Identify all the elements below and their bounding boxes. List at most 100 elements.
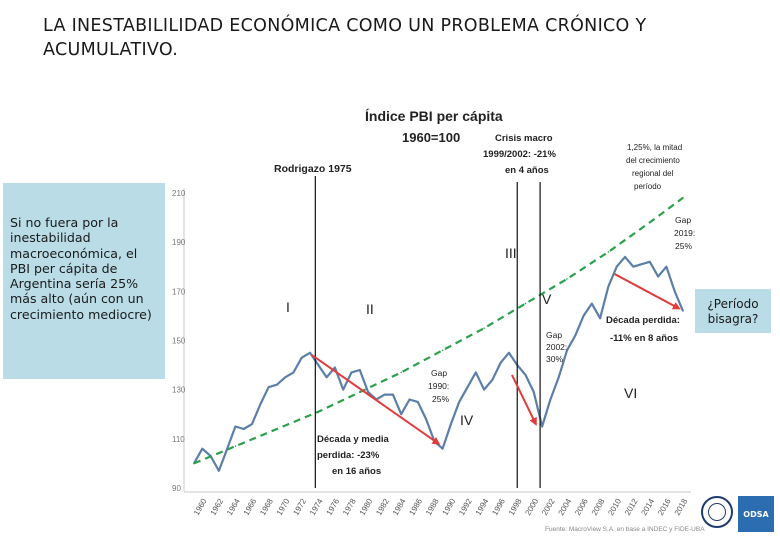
y-tick-label: 190 [172, 238, 186, 247]
odsa-logo: ODSA [738, 496, 774, 532]
x-tick-label: 2012 [623, 497, 640, 517]
gdp-point [665, 265, 668, 268]
gdp-point [425, 418, 427, 420]
gdp-point [292, 371, 295, 374]
trend-point [400, 371, 403, 374]
x-tick-label: 1994 [474, 497, 491, 517]
period-iii-label: III [505, 245, 517, 261]
x-tick-label: 1996 [490, 497, 507, 517]
x-tick-label: 2004 [557, 497, 574, 517]
university-seal-logo [701, 496, 733, 528]
gdp-point [549, 398, 552, 401]
gdp-point [599, 317, 601, 320]
gdp-point [632, 265, 635, 268]
period-ii-label: II [366, 301, 374, 317]
x-tick-label: 1986 [407, 497, 424, 517]
gdp-point [624, 256, 626, 258]
gdp-point [416, 401, 419, 403]
gdp-point [400, 413, 403, 416]
x-tick-label: 1988 [424, 497, 441, 517]
x-tick-label: 1964 [225, 497, 242, 517]
gdp-point [673, 290, 676, 293]
rodrigazo-label: Rodrigazo 1975 [274, 163, 352, 175]
gap-1990-label: 1990: [428, 381, 449, 391]
gdp-point [334, 366, 336, 369]
x-tick-label: 1998 [507, 497, 524, 517]
gdp-point [242, 428, 245, 430]
gdp-point [234, 425, 237, 428]
gdp-point [657, 275, 659, 278]
gdp-point [300, 356, 303, 359]
x-tick-label: 1974 [308, 497, 325, 517]
gdp-point [458, 401, 461, 403]
regional-growth-note: 1,25%, la mitad [627, 143, 682, 152]
trend-point [649, 221, 651, 224]
lost-decade-1-label: perdida: -23% [317, 450, 380, 461]
hinge-period-box: ¿Período bisagra? [695, 289, 771, 333]
regional-growth-note: período [634, 182, 662, 191]
period-vi-label: VI [624, 385, 637, 401]
gdp-point [508, 351, 510, 354]
gdp-point [607, 285, 610, 288]
decline-arrow-2011-2019 [614, 273, 681, 310]
lost-decade-2-label: Década perdida: [606, 315, 680, 326]
gdp-point [615, 265, 618, 268]
lost-decade-1-label: Década y media [317, 434, 390, 445]
crisis-label: 1999/2002: -21% [483, 149, 556, 160]
period-iv-label: IV [460, 412, 474, 428]
gdp-point [491, 379, 494, 381]
y-tick-label: 90 [172, 484, 181, 493]
regional-growth-note: regional del [632, 169, 674, 178]
gap-2002-label: Gap [546, 330, 562, 340]
decline-arrow-1974-1990 [311, 354, 441, 445]
x-tick-label: 1968 [258, 497, 275, 517]
gdp-point [325, 376, 328, 379]
gdp-point [466, 386, 469, 388]
trend-point [441, 349, 444, 352]
regional-growth-note: del crecimiento [626, 156, 680, 165]
trend-point [358, 391, 361, 393]
x-tick-label: 2010 [606, 497, 623, 517]
gdp-point [582, 315, 585, 317]
gdp-point [591, 302, 593, 305]
x-tick-label: 2006 [573, 497, 590, 517]
trend-point [524, 302, 527, 305]
sidebar-note-text: Si no fuera por la inestabilidad macroec… [10, 215, 152, 322]
trend-point [607, 251, 610, 253]
x-tick-label: 1990 [441, 497, 458, 517]
gdp-point [284, 376, 286, 379]
x-tick-label: 2014 [639, 497, 656, 517]
gdp-point [524, 374, 527, 376]
x-tick-label: 1972 [291, 497, 308, 517]
y-tick-label: 170 [172, 287, 186, 296]
x-tick-label: 1980 [358, 497, 375, 517]
gdp-point [276, 383, 278, 386]
gdp-point [640, 263, 643, 266]
gdp-point [367, 391, 369, 393]
crisis-label: Crisis macro [495, 133, 553, 144]
gdp-point [533, 391, 535, 393]
gdp-point [309, 351, 311, 354]
gdp-point [408, 398, 411, 401]
decline-arrow-1999-2002 [511, 374, 537, 426]
gdp-point [682, 310, 684, 312]
gdp-point [574, 334, 577, 337]
gdp-point [317, 364, 320, 366]
x-tick-label: 1976 [325, 497, 342, 517]
y-tick-label: 130 [172, 386, 186, 395]
gap-2019-label: 25% [675, 241, 692, 251]
chart-title: Índice PBI per cápita [365, 108, 503, 124]
gap-1990-label: Gap [431, 368, 447, 378]
y-tick-label: 110 [172, 435, 185, 444]
gdp-point [259, 403, 262, 406]
gdp-point [541, 425, 543, 428]
period-i-label: I [286, 299, 290, 315]
lost-decade-2-label: -11% en 8 años [610, 333, 678, 344]
gap-2002-label: 30% [546, 354, 563, 364]
gdp-point [499, 361, 502, 364]
odsa-logo-text: ODSA [743, 509, 769, 519]
hinge-period-text: ¿Período bisagra? [707, 297, 759, 326]
page-title: LA INESTABILILIDAD ECONÓMICA COMO UN PRO… [43, 16, 647, 60]
x-tick-label: 2016 [656, 497, 673, 517]
chart-axes: 210 190 170 150 130 110 90 1960 1962 1964 1966 1968… [172, 188, 691, 517]
